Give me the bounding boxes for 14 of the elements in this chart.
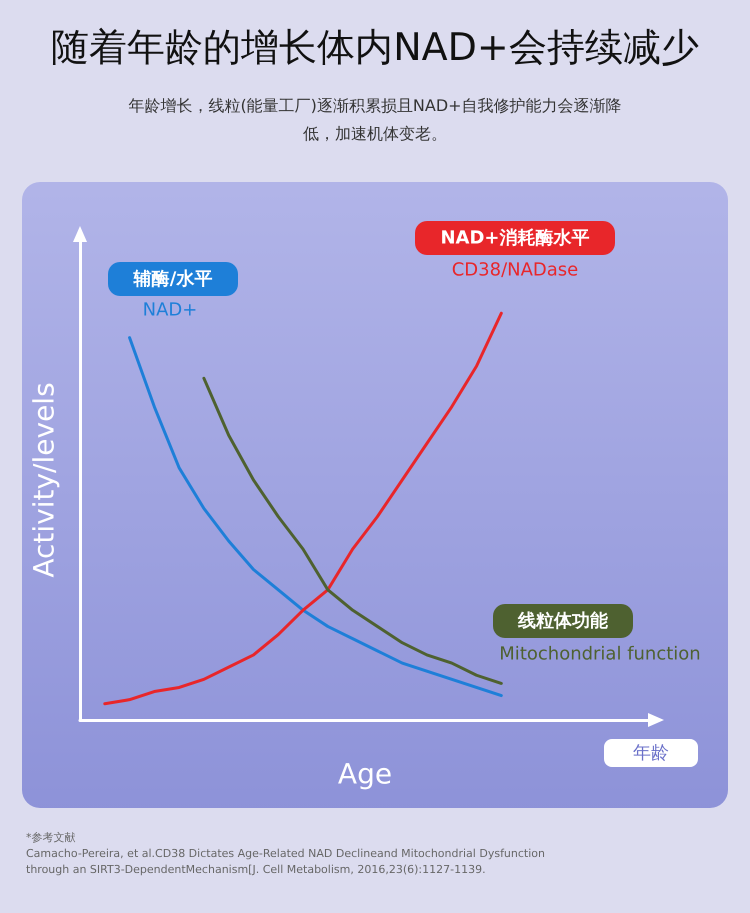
x-axis-title: Age — [338, 758, 392, 790]
annotation: 线粒体功能 — [517, 610, 608, 632]
text: *参考文献 — [26, 830, 76, 846]
text: NAD+消耗酶水平 — [440, 228, 590, 248]
text: 辅酶/水平 — [132, 268, 212, 290]
chart-title: 随着年龄的增长体内NAD+会持续减少 — [50, 24, 700, 71]
chart-subtitle: 年龄增长，线粒(能量工厂)逐渐积累损且NAD+自我修护能力会逐渐降低，加速机体变老。 — [127, 95, 623, 145]
y-axis-title: Activity/levels — [28, 382, 60, 578]
series-label: Mitochondrial function — [499, 644, 701, 664]
text: Camacho-Pereira, et al.CD38 Dictates Age-Related NAD Declineand Mitochondrial Dysfunction — [26, 846, 545, 862]
text: CD38/NADase — [452, 260, 578, 280]
series-label: NAD+ — [142, 300, 198, 320]
text: 年龄 — [633, 742, 669, 764]
text: through an SIRT3-DependentMechanism[J. Cell Metabolism, 2016,23(6):1127-1139. — [26, 862, 487, 878]
